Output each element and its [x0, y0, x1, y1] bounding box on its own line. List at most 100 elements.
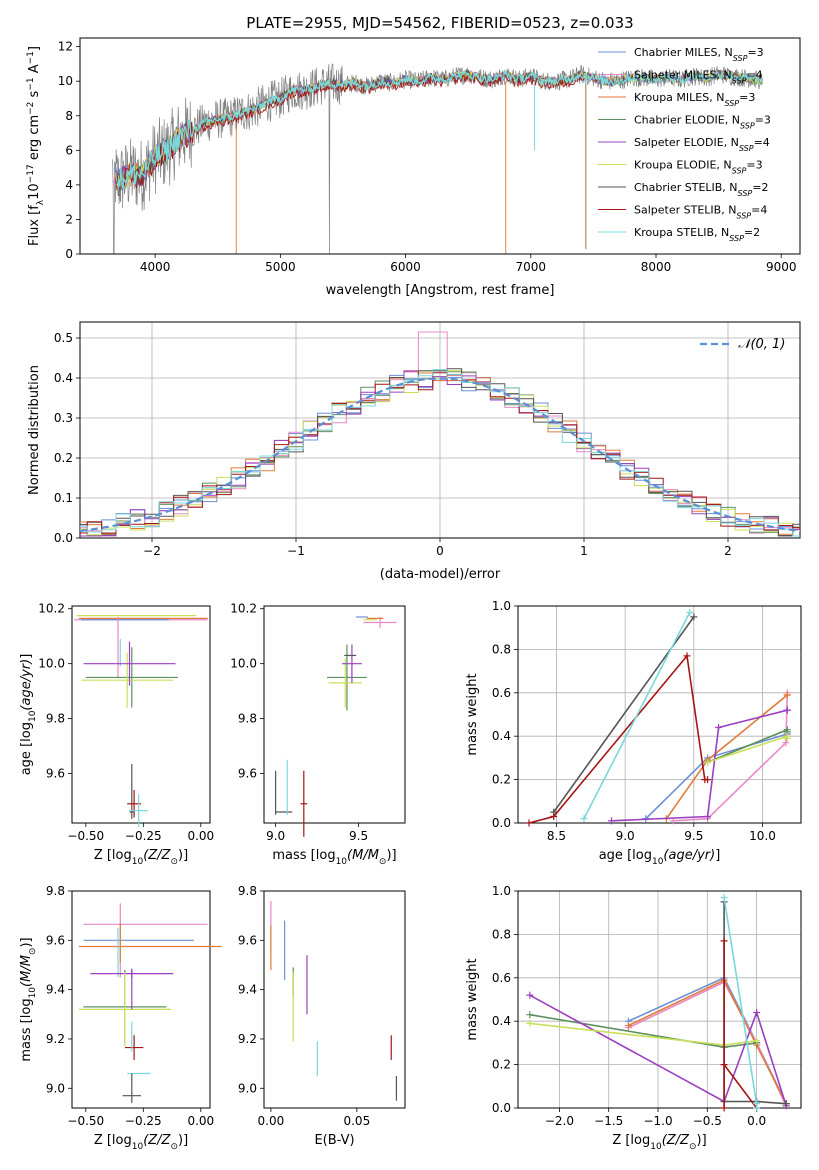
- residuals-tick-label-y: 0.5: [54, 331, 73, 345]
- residuals-tick-label-y: 0.3: [54, 411, 73, 425]
- age_vs_mass-tick-label-x: 9.0: [266, 829, 285, 843]
- weight_vs_age-series-marker: [782, 739, 790, 747]
- weight_vs_age-series-marker: [704, 812, 712, 820]
- mass_vs_Z-axes: −0.50 −0.25 0.00 9.0 9.2 9.4 9.6 9.8: [46, 884, 214, 1128]
- weight_vs_age-series-marker: [783, 706, 791, 714]
- spectrum-frame: [79, 37, 801, 255]
- mass_vs_Z-tick-label-x: −0.25: [125, 1114, 162, 1128]
- spectrum-tick-label-y: 2: [65, 212, 73, 226]
- weight_vs_age-series-marker: [580, 815, 588, 823]
- weight_vs_age-tick-label-y: 0.8: [492, 642, 511, 656]
- weight_vs_age-series-marker: [525, 819, 533, 827]
- weight_vs_Z-series-marker: [624, 1022, 632, 1030]
- age_vs_Z-tick-label-x: −0.25: [125, 829, 162, 843]
- spectrum-tick-label-x: 6000: [390, 260, 421, 274]
- weight_vs_age-series-line: [707, 735, 789, 763]
- weight_vs_Z-series-marker: [526, 991, 534, 999]
- mass_vs_ebv-tick-label-y: 9.8: [238, 884, 257, 898]
- age_vs_Z-point: [85, 647, 178, 708]
- age_vs_Z-ylabel: age [log10(age/yr)]: [19, 654, 38, 776]
- weight_vs_age-series: [580, 609, 694, 823]
- age_vs_mass-tick-label-x: 9.5: [349, 829, 368, 843]
- weight_vs_age-tick-label-y: 0.0: [492, 816, 511, 830]
- legend-entry: Kroupa MILES, NSSP=3: [634, 91, 755, 108]
- weight_vs_age-series-marker: [607, 817, 615, 825]
- residuals-legend-label: 𝒩(0, 1): [738, 337, 785, 352]
- spectrum-ylabel: Flux [fλ10−17 erg cm−2 s−1 A−1]: [26, 46, 46, 246]
- weight_vs_age-frame: [517, 605, 802, 824]
- spectrum-tick-label-y: 6: [65, 143, 73, 157]
- age_vs_mass-tick-label-y: 9.8: [238, 712, 257, 726]
- figure-title: PLATE=2955, MJD=54562, FIBERID=0523, z=0…: [246, 14, 633, 32]
- legend-entry: Chabrier MILES, NSSP=3: [634, 46, 764, 63]
- weight_vs_age-series-marker: [690, 613, 698, 621]
- residuals-histogram-line: [80, 369, 800, 537]
- spectrum-model-line: [113, 69, 763, 191]
- weight_vs_Z-tick-label-x: −1.0: [643, 1114, 672, 1128]
- mass_vs_ebv-axes: 0.00 0.05 9.0 9.2 9.4 9.6 9.8: [238, 884, 406, 1128]
- weight_vs_Z-series-line: [529, 994, 787, 1107]
- weight_vs_Z-series-marker: [782, 1100, 790, 1108]
- spectrum-lines: [112, 63, 763, 254]
- weight_vs_Z-ylabel: mass weight: [465, 958, 480, 1040]
- residuals-tick-label-x: 1: [580, 544, 588, 558]
- age_vs_mass-point: [341, 644, 362, 683]
- mass_vs_Z-tick-label-x: 0.00: [187, 1114, 214, 1128]
- weight_vs_Z-series-line: [723, 940, 758, 1109]
- residuals-tick-label-x: −1: [287, 544, 305, 558]
- spectrum-tick-label-x: 4000: [140, 260, 171, 274]
- mass_vs_Z-tick-label-y: 9.6: [46, 933, 65, 947]
- weight_vs_age-series-marker: [715, 724, 723, 732]
- weight_vs_Z-tick-label-x: −2.0: [545, 1114, 574, 1128]
- weight_vs_Z-tick-label-y: 1.0: [492, 884, 511, 898]
- age_vs_Z-tick-label-y: 9.6: [46, 767, 65, 781]
- mass_vs_Z-tick-label-y: 9.0: [46, 1081, 65, 1095]
- weight_vs_age-tick-label-x: 9.0: [616, 829, 635, 843]
- weight_vs_age-series-marker: [704, 776, 712, 784]
- mass_vs_Z-tick-label-y: 9.8: [46, 884, 65, 898]
- weight_vs_Z-series-marker: [720, 1104, 728, 1112]
- weight_vs_age-tick-label-x: 8.5: [547, 829, 566, 843]
- spectrum-model-line: [115, 69, 763, 192]
- weight_vs_Z-tick-label-y: 0.8: [492, 927, 511, 941]
- age_vs_mass-axes: 9.0 9.5 9.6 9.8 10.0 10.2: [230, 602, 406, 843]
- spectrum-axes: 4000 5000 6000 7000 8000 9000 0 2 4 6 8 10 12: [58, 37, 801, 274]
- age_vs_mass-point: [327, 644, 367, 711]
- weight_vs_Z-series-marker: [526, 1019, 534, 1027]
- age_vs_mass-point: [328, 658, 362, 708]
- spectrum-tick-label-x: 7000: [516, 260, 547, 274]
- residuals-tick-label-y: 0.0: [54, 531, 73, 545]
- spectrum-tick-label-x: 5000: [265, 260, 296, 274]
- weight_vs_Z-series-marker: [753, 1009, 761, 1017]
- age_vs_Z-frame: [71, 605, 211, 824]
- spectrum-model-line: [115, 70, 763, 190]
- weight_vs_Z-tick-label-y: 0.4: [492, 1014, 511, 1028]
- weight_vs_age-series-marker: [686, 609, 694, 617]
- legend-entry: Salpeter STELIB, NSSP=4: [634, 204, 767, 221]
- legend-entry: Chabrier ELODIE, NSSP=3: [634, 114, 771, 131]
- weight_vs_age-xlabel: age [log10(age/yr)]: [599, 848, 721, 867]
- age_vs_mass-frame: [263, 605, 406, 824]
- weight_vs_Z-series-marker: [720, 894, 728, 902]
- age_vs_mass-tick-label-y: 10.0: [230, 657, 257, 671]
- weight_vs_Z-tick-label-y: 0.0: [492, 1101, 511, 1115]
- residuals-histogram-line: [80, 372, 800, 534]
- weight_vs_Z-tick-label-x: 0.0: [747, 1114, 766, 1128]
- legend-entry: Salpeter ELODIE, NSSP=4: [634, 136, 770, 153]
- residuals-tick-label-y: 0.2: [54, 451, 73, 465]
- weight_vs_Z-series-line: [723, 897, 758, 1108]
- weight_vs_age-series-line: [583, 612, 691, 820]
- mass_vs_ebv-tick-label-y: 9.0: [238, 1081, 257, 1095]
- weight_vs_age-tick-label-y: 0.4: [492, 729, 511, 743]
- age_vs_mass-tick-label-y: 9.6: [238, 767, 257, 781]
- residuals-tick-label-x: −2: [143, 544, 161, 558]
- age_vs_Z-point: [81, 652, 174, 708]
- mass_vs_ebv-tick-label-x: 0.05: [343, 1114, 370, 1128]
- residuals-ylabel: Normed distribution: [27, 365, 42, 495]
- residuals-tick-label-x: 2: [724, 544, 732, 558]
- age_vs_mass-tick-label-y: 10.2: [230, 602, 257, 616]
- weight_vs_Z-series: [720, 894, 761, 1112]
- residuals-histogram-line: [80, 370, 800, 535]
- weight_vs_age-series: [550, 613, 698, 816]
